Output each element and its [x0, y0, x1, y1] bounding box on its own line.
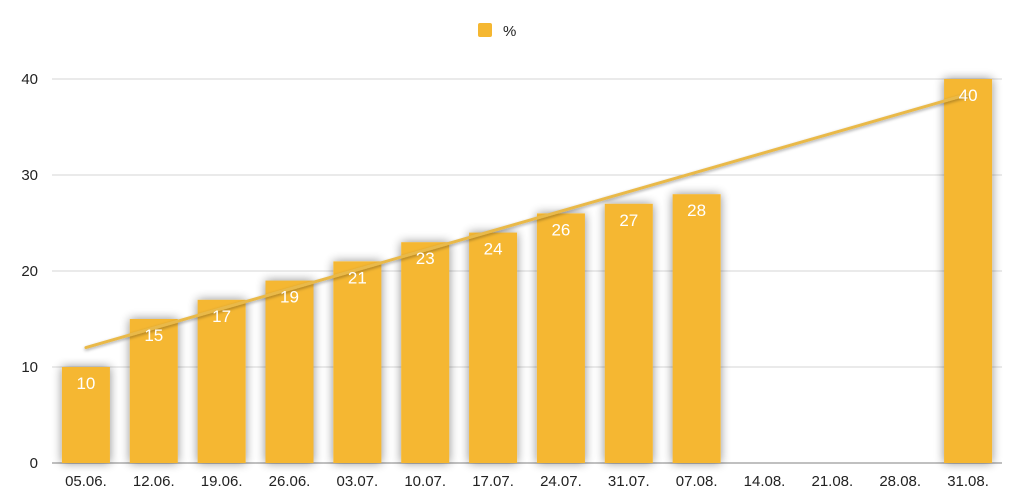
y-tick-label: 10	[21, 359, 38, 376]
trendline	[84, 92, 970, 350]
data-label: 10	[76, 374, 95, 393]
x-tick-label: 31.07.	[608, 473, 650, 490]
x-axis: 05.06. 12.06. 19.06. 26.06. 03.07. 10.07. 17.0…	[65, 473, 989, 490]
x-tick-label: 10.07.	[404, 473, 446, 490]
data-label: 15	[144, 326, 163, 345]
data-label: 23	[416, 249, 435, 268]
bar	[333, 261, 382, 463]
bar	[944, 79, 993, 463]
data-label: 26	[551, 220, 570, 239]
data-label: 17	[212, 307, 231, 326]
bar	[197, 299, 246, 463]
grid-lines	[52, 78, 1002, 464]
bar	[469, 232, 518, 463]
y-tick-label: 0	[30, 455, 38, 472]
y-axis: 0 10 20 30 40	[21, 71, 38, 472]
y-tick-label: 40	[21, 71, 38, 88]
x-tick-label: 21.08.	[811, 473, 853, 490]
bar	[536, 213, 585, 463]
bar	[129, 319, 178, 463]
x-tick-label: 26.06.	[269, 473, 311, 490]
data-labels: 10 15 17 19 21 23 24 26 27 28 40	[76, 86, 977, 393]
bar	[61, 367, 110, 463]
x-tick-label: 07.08.	[676, 473, 718, 490]
data-label: 21	[348, 268, 367, 287]
bar	[604, 203, 653, 464]
x-tick-label: 24.07.	[540, 473, 582, 490]
x-tick-label: 14.08.	[744, 473, 786, 490]
x-tick-label: 12.06.	[133, 473, 175, 490]
legend-swatch	[478, 23, 492, 37]
bar	[401, 242, 450, 463]
x-tick-label: 17.07.	[472, 473, 514, 490]
y-tick-label: 20	[21, 263, 38, 280]
data-label: 19	[280, 288, 299, 307]
y-tick-label: 30	[21, 167, 38, 184]
data-label: 24	[484, 240, 503, 259]
bar	[672, 194, 721, 463]
x-tick-label: 03.07.	[336, 473, 378, 490]
bars	[61, 79, 993, 464]
bar	[265, 280, 314, 463]
data-label: 40	[959, 86, 978, 105]
data-label: 27	[619, 211, 638, 230]
x-tick-label: 19.06.	[201, 473, 243, 490]
x-tick-label: 28.08.	[879, 473, 921, 490]
data-label: 28	[687, 201, 706, 220]
x-tick-label: 31.08.	[947, 473, 989, 490]
x-tick-label: 05.06.	[65, 473, 107, 490]
trendline	[84, 92, 970, 350]
legend-label: %	[503, 23, 516, 40]
legend: %	[478, 23, 516, 40]
